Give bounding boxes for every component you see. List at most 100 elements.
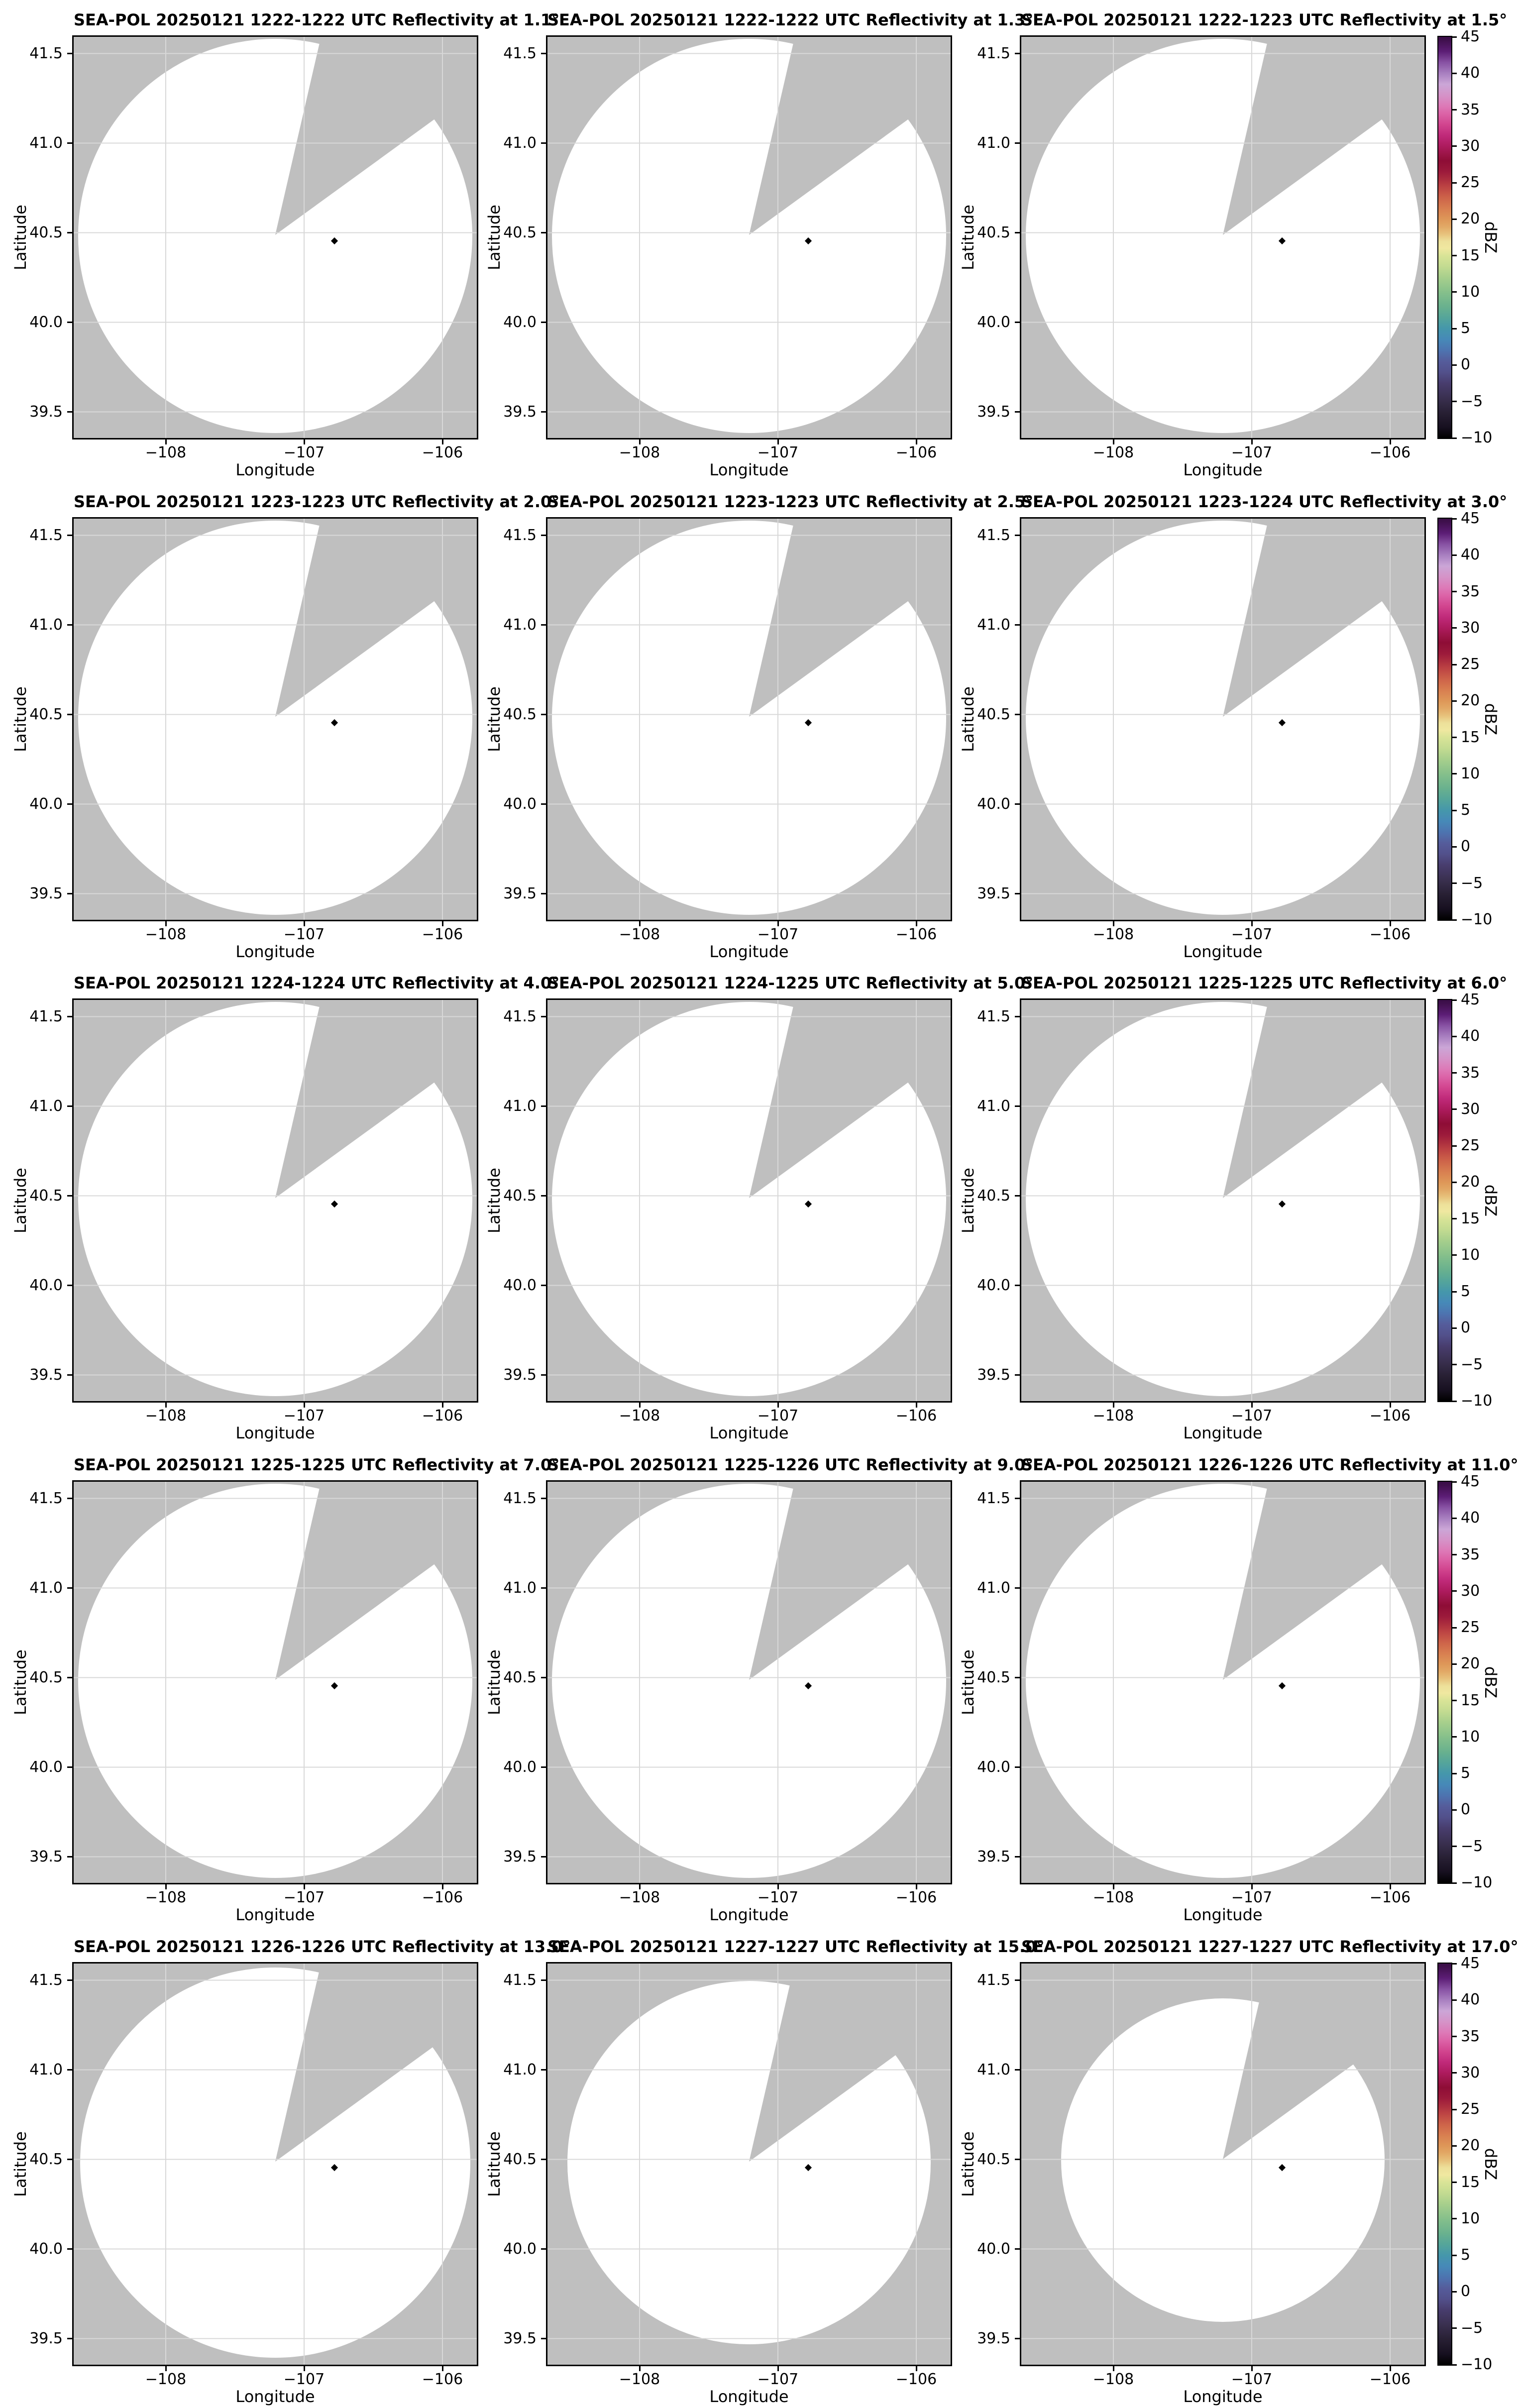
y-tick-label: 40.5 [29, 223, 63, 241]
colorbar-tick-label: 15 [1461, 1209, 1480, 1227]
colorbar-tick-mark [1452, 1481, 1457, 1483]
blocked-sector-wedge [275, 1000, 477, 1198]
colorbar-tick-mark [1452, 1254, 1457, 1256]
colorbar-tick-mark [1452, 882, 1457, 884]
colorbar-tick-mark [1452, 554, 1457, 556]
x-tick-mark [1112, 439, 1114, 444]
x-tick-mark [165, 2366, 167, 2371]
y-tick-label: 41.5 [503, 526, 537, 544]
x-tick-mark [1251, 1403, 1253, 1408]
colorbar-tick-label: 10 [1461, 2209, 1480, 2227]
x-tick-label: −107 [1231, 444, 1273, 461]
blocked-sector-wedge [749, 1482, 951, 1680]
y-tick-mark [1015, 142, 1020, 144]
x-tick-mark [639, 1403, 641, 1408]
colorbar-tick-label: 40 [1461, 1991, 1480, 2009]
x-tick-label: −107 [757, 2371, 799, 2388]
y-tick-label: 41.5 [29, 526, 63, 544]
colorbar-tick-label: −10 [1461, 1874, 1493, 1891]
colorbar-tick-mark [1452, 809, 1457, 811]
colorbar-tick-label: 20 [1461, 2137, 1480, 2155]
colorbar-tick-label: 25 [1461, 656, 1480, 673]
colorbar-tick-mark [1452, 1517, 1457, 1519]
y-axis-label: Latitude [11, 205, 30, 270]
axes-area [546, 1480, 952, 1884]
colorbar-tick-label: −5 [1461, 1355, 1483, 1373]
y-tick-label: 40.5 [29, 1187, 63, 1204]
y-tick-label: 40.0 [977, 2240, 1010, 2258]
map-plot [1021, 37, 1424, 438]
y-tick-label: 39.5 [29, 884, 63, 902]
plot-title: SEA-POL 20250121 1226-1226 UTC Reflectiv… [1021, 1455, 1517, 1474]
x-tick-mark [165, 439, 167, 444]
colorbar-tick-mark [1452, 36, 1457, 38]
y-tick-mark [1015, 714, 1020, 715]
y-axis-label: Latitude [959, 1649, 977, 1715]
colorbar-tick-mark [1452, 1291, 1457, 1293]
plot-title: SEA-POL 20250121 1226-1226 UTC Reflectiv… [74, 1937, 571, 1956]
colorbar-tick-label: 10 [1461, 765, 1480, 782]
x-tick-label: −107 [283, 2371, 325, 2388]
plot-title: SEA-POL 20250121 1223-1223 UTC Reflectiv… [74, 492, 560, 511]
colorbar-tick-label: 0 [1461, 838, 1471, 856]
x-tick-label: −106 [895, 2371, 937, 2388]
subplot-panel: SEA-POL 20250121 1225-1226 UTC Reflectiv… [474, 1445, 1034, 1926]
colorbar-tick-label: 0 [1461, 1319, 1471, 1337]
x-tick-mark [639, 1884, 641, 1889]
y-tick-mark [1015, 1856, 1020, 1858]
x-tick-mark [441, 921, 443, 926]
y-tick-label: 40.0 [977, 1276, 1010, 1294]
blocked-sector-wedge [749, 519, 951, 717]
x-tick-mark [1389, 1403, 1391, 1408]
y-tick-label: 40.0 [29, 1758, 63, 1776]
y-tick-label: 39.5 [977, 1366, 1010, 1384]
y-tick-label: 41.0 [503, 1097, 537, 1115]
y-tick-mark [1015, 1587, 1020, 1589]
y-tick-mark [1015, 1105, 1020, 1107]
blocked-sector-wedge [275, 1964, 477, 2162]
x-tick-label: −106 [895, 926, 937, 943]
x-tick-mark [303, 1884, 305, 1889]
colorbar-tick-mark [1452, 401, 1457, 403]
y-tick-mark [541, 1374, 546, 1376]
y-tick-mark [1015, 411, 1020, 413]
colorbar-tick-label: 45 [1461, 510, 1480, 527]
plot-title: SEA-POL 20250121 1222-1222 UTC Reflectiv… [547, 10, 1034, 29]
x-tick-mark [777, 1403, 779, 1408]
plot-title: SEA-POL 20250121 1225-1225 UTC Reflectiv… [74, 1455, 560, 1474]
plot-title: SEA-POL 20250121 1225-1226 UTC Reflectiv… [547, 1455, 1034, 1474]
axes-area [72, 35, 478, 439]
colorbar-tick-mark [1452, 591, 1457, 593]
colorbar-tick-label: 30 [1461, 1582, 1480, 1600]
x-tick-mark [1112, 921, 1114, 926]
y-tick-mark [541, 1979, 546, 1981]
y-tick-mark [1015, 1285, 1020, 1286]
colorbar-tick-label: 25 [1461, 2100, 1480, 2118]
axes-area [1020, 35, 1426, 439]
map-plot [1021, 1000, 1424, 1401]
plot-title: SEA-POL 20250121 1223-1223 UTC Reflectiv… [547, 492, 1034, 511]
y-axis-label: Latitude [959, 1168, 977, 1233]
y-axis-label: Latitude [959, 2131, 977, 2197]
colorbar-tick-mark [1452, 1809, 1457, 1811]
y-tick-label: 41.5 [29, 1489, 63, 1507]
y-tick-mark [67, 1016, 72, 1017]
x-tick-label: −106 [1369, 444, 1411, 461]
subplot-panel: SEA-POL 20250121 1222-1222 UTC Reflectiv… [474, 0, 1034, 481]
colorbar-gradient [1438, 37, 1451, 438]
x-tick-mark [777, 2366, 779, 2371]
x-axis-label: Longitude [235, 2387, 315, 2406]
axes-area [546, 35, 952, 439]
subplot-panel: SEA-POL 20250121 1224-1224 UTC Reflectiv… [0, 963, 559, 1444]
colorbar-tick-mark [1452, 2291, 1457, 2293]
colorbar-tick-label: 25 [1461, 174, 1480, 192]
x-axis-label: Longitude [235, 1423, 315, 1442]
colorbar-tick-label: −10 [1461, 429, 1493, 446]
y-tick-label: 41.5 [503, 1489, 537, 1507]
y-tick-mark [541, 714, 546, 715]
y-tick-mark [541, 2159, 546, 2160]
x-tick-mark [915, 2366, 917, 2371]
colorbar [1437, 1963, 1452, 2366]
colorbar-title: dBZ [1481, 221, 1500, 254]
y-tick-label: 39.5 [503, 1366, 537, 1384]
